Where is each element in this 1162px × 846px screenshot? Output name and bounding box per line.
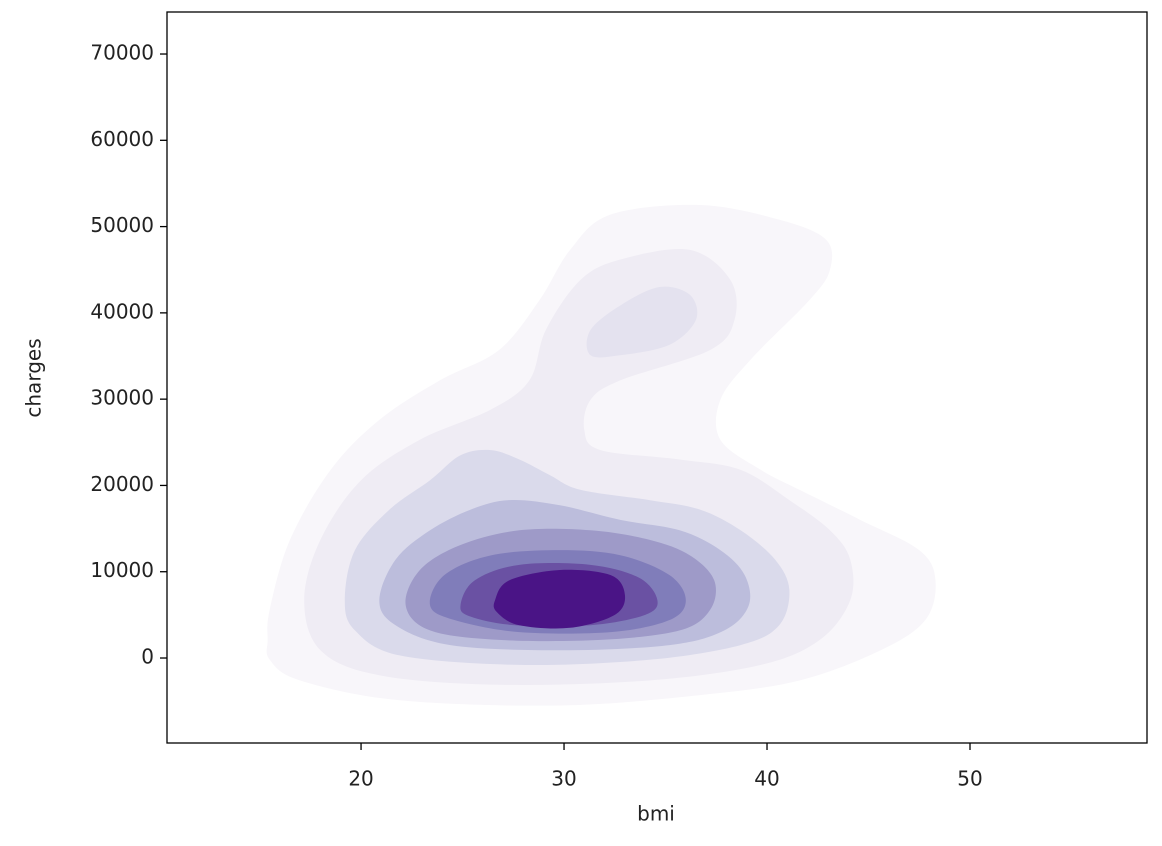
y-tick-label: 50000 [90, 213, 154, 237]
y-tick-label: 0 [141, 645, 154, 669]
y-tick-label: 60000 [90, 127, 154, 151]
x-tick-label: 50 [957, 767, 982, 791]
y-axis-label: charges [22, 338, 46, 417]
density-contour [493, 569, 626, 629]
x-tick-label: 40 [754, 767, 779, 791]
y-tick-label: 20000 [90, 472, 154, 496]
density-contour [586, 286, 698, 358]
y-tick-label: 10000 [90, 558, 154, 582]
x-axis-label: bmi [637, 802, 675, 826]
y-tick-label: 30000 [90, 386, 154, 410]
y-tick-label: 70000 [90, 41, 154, 65]
x-tick-label: 30 [551, 767, 576, 791]
y-tick-label: 40000 [90, 299, 154, 323]
x-tick-label: 20 [348, 767, 373, 791]
plot-frame [166, 11, 1148, 744]
